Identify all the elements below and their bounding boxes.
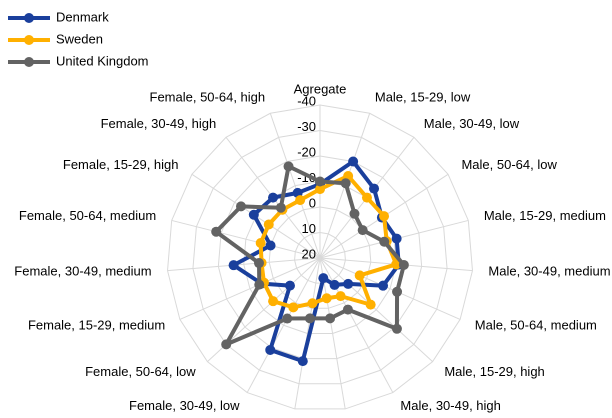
point [369,183,380,194]
point [391,233,402,244]
legend-marker [24,13,34,23]
point [284,280,295,291]
category-label: Male, 30-49, medium [488,263,610,278]
axis-title: Agregate [294,81,347,96]
point [378,280,389,291]
spoke [246,257,321,393]
point [283,161,294,172]
point [391,323,402,334]
point [354,270,365,281]
point [282,313,293,324]
legend-marker [24,35,34,45]
category-label: Male, 15-29, low [375,90,471,105]
point [275,202,286,213]
category-label: Male, 15-29, high [444,364,544,379]
category-label: Male, 50-64, low [461,157,557,172]
grid-ring [167,104,473,410]
category-label: Female, 15-29, medium [28,317,165,332]
point [307,298,318,309]
category-label: Male, 15-29, medium [484,208,606,223]
r-tick-label: 10 [302,221,316,236]
legend-label: United Kingdom [56,53,149,68]
r-tick-label: 0 [309,195,316,210]
category-label: Female, 50-64, high [150,90,266,105]
spoke [171,219,321,259]
category-label: Female, 30-49, low [129,398,240,413]
point [321,293,332,304]
point [255,237,266,248]
legend-marker [24,57,34,67]
point [315,176,325,187]
category-label: Male, 30-49, low [424,116,520,131]
r-tick-label: 20 [302,246,316,261]
point [340,178,351,189]
point [342,304,353,315]
point [392,286,403,297]
point [211,226,222,237]
spoke [319,257,461,320]
point [379,211,390,222]
point [248,209,259,220]
point [236,201,247,212]
spoke [319,257,346,409]
point [228,260,239,271]
grid-ring [294,231,346,284]
point [304,313,315,324]
grid-ring [217,155,423,360]
point [357,225,368,236]
point [288,302,299,313]
point [268,296,279,307]
category-label: Female, 30-49, high [101,116,217,131]
spoke [294,257,321,409]
point [295,195,306,206]
category-label: Male, 50-64, medium [475,317,597,332]
point [315,184,325,195]
r-tick-label: -30 [297,119,316,134]
point [318,273,329,284]
point [365,299,376,310]
point [343,278,354,289]
point [221,339,232,350]
point [265,344,276,355]
r-tick-label: -40 [297,93,316,108]
legend-label: Denmark [56,9,109,24]
point [263,219,274,230]
category-label: Female, 50-64, medium [19,208,156,223]
legend-label: Sweden [56,31,103,46]
spoke [319,257,433,362]
point [265,240,276,251]
point [349,208,360,219]
spoke [269,113,321,259]
point [335,291,346,302]
point [268,192,279,203]
spoke [179,257,321,320]
r-tick-label: -20 [297,144,316,159]
point [297,356,308,367]
point [348,156,359,167]
grid-ring [192,129,448,385]
point [398,259,409,270]
point [379,236,390,247]
category-label: Female, 50-64, low [85,364,196,379]
category-label: Female, 15-29, high [63,157,179,172]
category-label: Female, 30-49, medium [14,263,151,278]
point [361,192,372,203]
category-label: Male, 30-49, high [400,398,500,413]
point [329,279,340,290]
point [254,279,265,290]
point [254,258,265,269]
spoke [319,257,394,393]
point [325,313,336,324]
spoke [167,257,321,272]
